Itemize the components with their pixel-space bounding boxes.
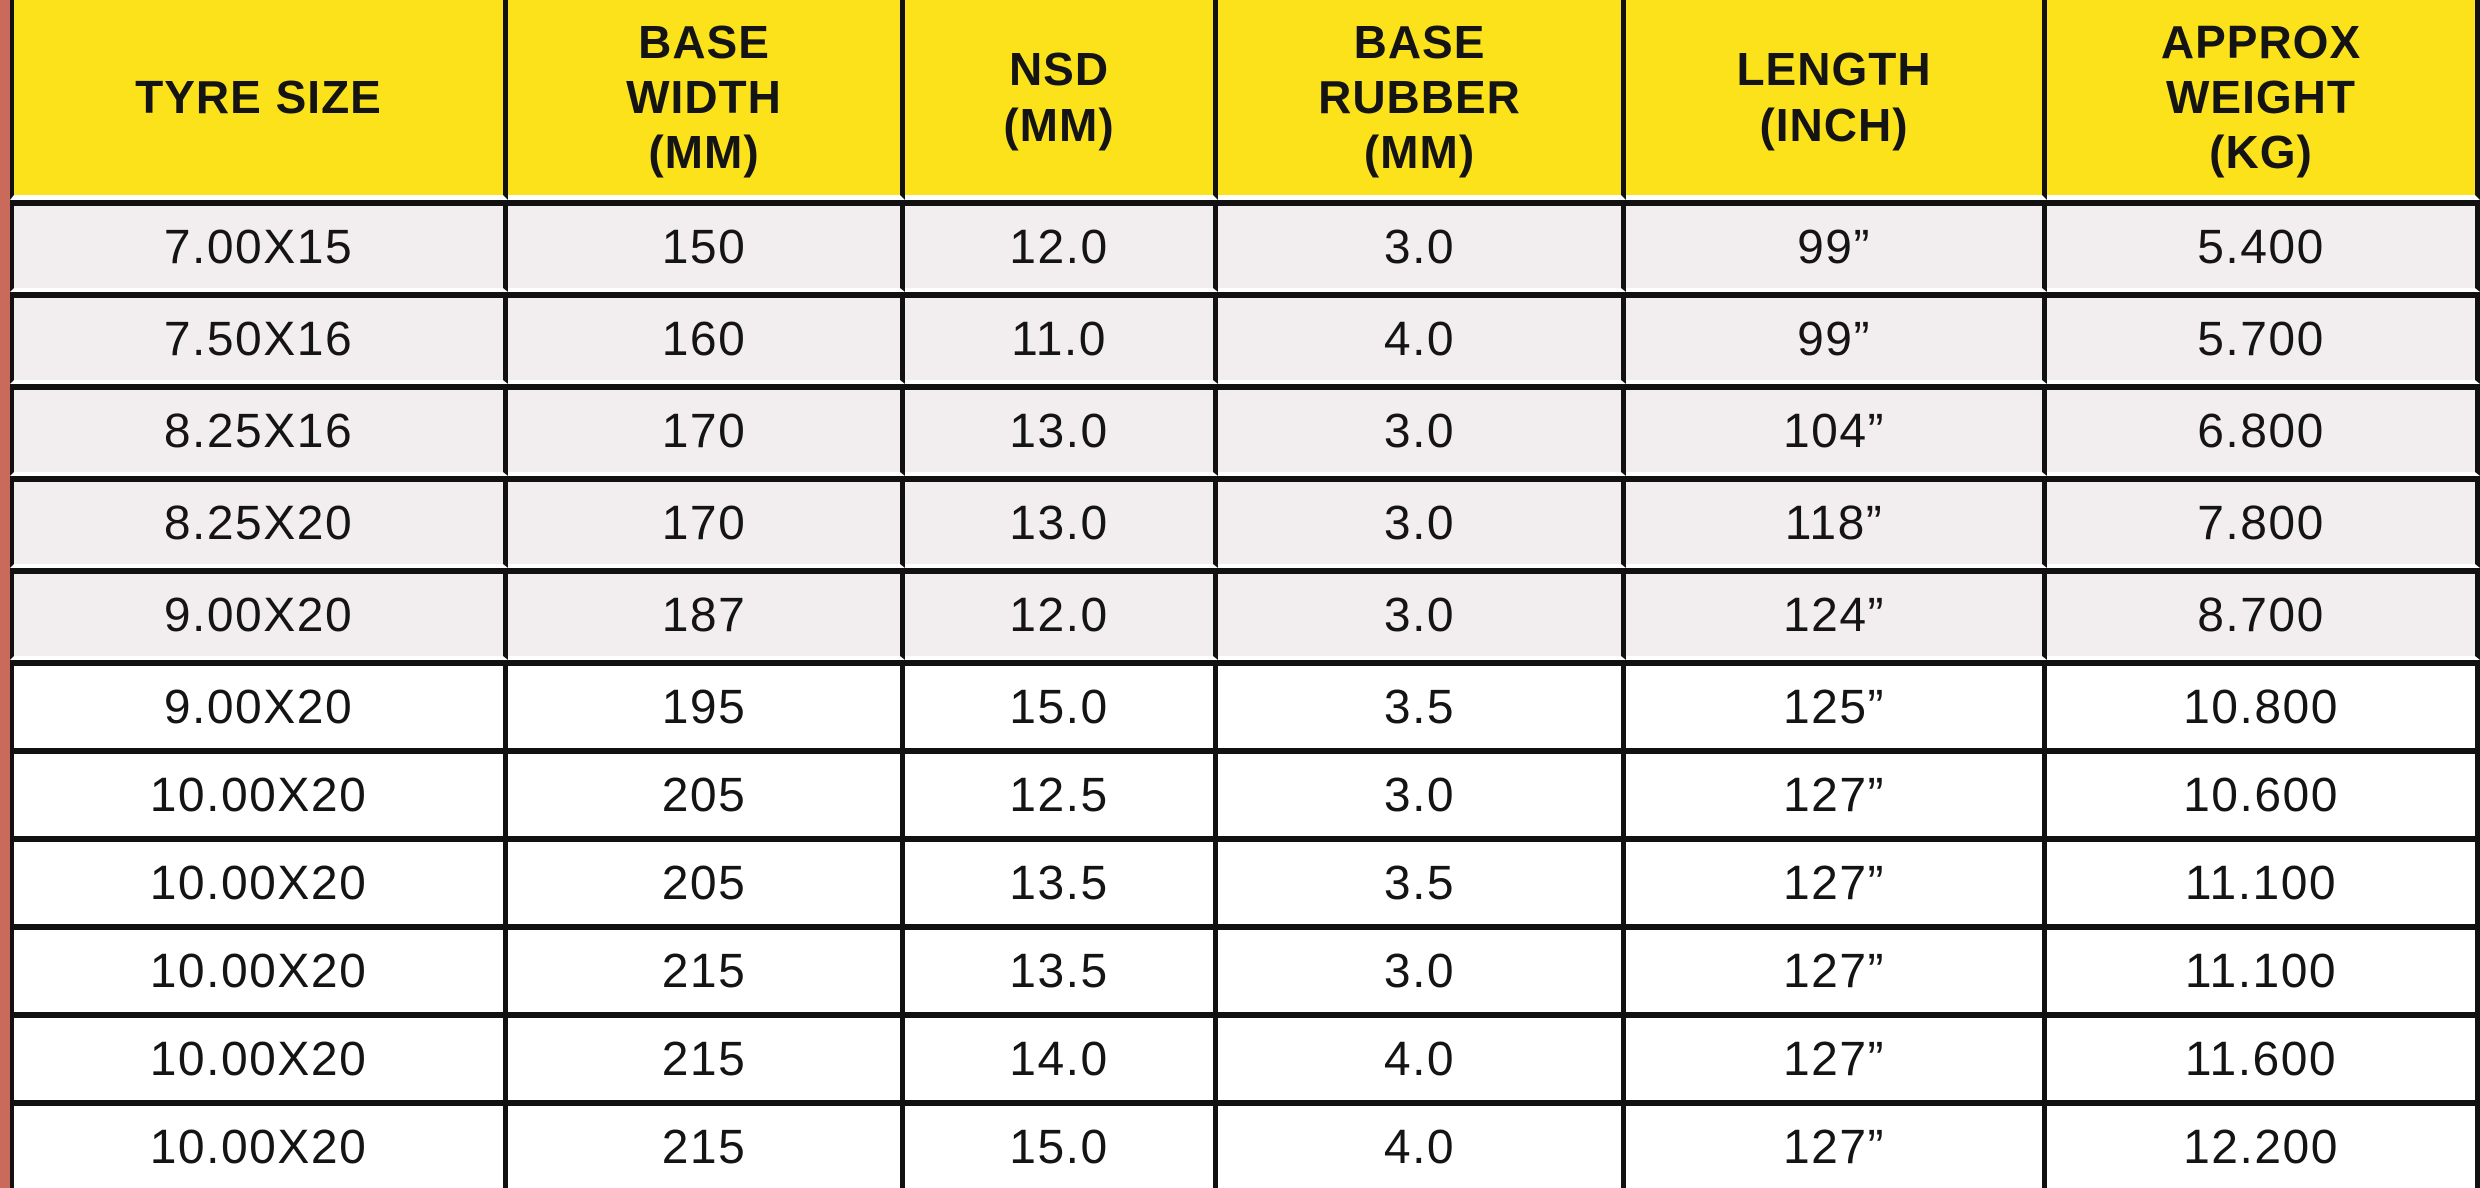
cell-approx-weight-kg: 6.800 bbox=[2047, 384, 2480, 476]
cell-length-inch: 127” bbox=[1626, 1100, 2047, 1188]
cell-approx-weight-kg: 5.700 bbox=[2047, 292, 2480, 384]
column-header-length: LENGTH (INCH) bbox=[1626, 0, 2047, 200]
cell-base-rubber-mm: 4.0 bbox=[1218, 1100, 1626, 1188]
header-row: TYRE SIZE BASE WIDTH (MM) NSD (MM) BASE … bbox=[10, 0, 2480, 200]
column-header-nsd: NSD (MM) bbox=[905, 0, 1218, 200]
cell-tyre-size: 10.00X20 bbox=[10, 836, 508, 924]
cell-base-width-mm: 205 bbox=[508, 748, 905, 836]
table-row: 10.00X20 215 15.0 4.0 127” 12.200 bbox=[10, 1100, 2480, 1188]
cell-nsd-mm: 15.0 bbox=[905, 1100, 1218, 1188]
cell-approx-weight-kg: 5.400 bbox=[2047, 200, 2480, 292]
cell-approx-weight-kg: 11.100 bbox=[2047, 924, 2480, 1012]
cell-tyre-size: 10.00X20 bbox=[10, 924, 508, 1012]
cell-base-width-mm: 215 bbox=[508, 1100, 905, 1188]
cell-tyre-size: 10.00X20 bbox=[10, 1100, 508, 1188]
cell-nsd-mm: 12.5 bbox=[905, 748, 1218, 836]
cell-length-inch: 124” bbox=[1626, 568, 2047, 660]
cell-base-rubber-mm: 4.0 bbox=[1218, 1012, 1626, 1100]
table-row: 10.00X20 215 13.5 3.0 127” 11.100 bbox=[10, 924, 2480, 1012]
cell-base-rubber-mm: 3.5 bbox=[1218, 660, 1626, 748]
column-header-approx-weight: APPROX WEIGHT (KG) bbox=[2047, 0, 2480, 200]
column-header-base-rubber: BASE RUBBER (MM) bbox=[1218, 0, 1626, 200]
cell-tyre-size: 9.00X20 bbox=[10, 660, 508, 748]
table-row: 8.25X16 170 13.0 3.0 104” 6.800 bbox=[10, 384, 2480, 476]
cell-nsd-mm: 12.0 bbox=[905, 568, 1218, 660]
cell-base-rubber-mm: 3.0 bbox=[1218, 200, 1626, 292]
cell-length-inch: 104” bbox=[1626, 384, 2047, 476]
table-row: 9.00X20 195 15.0 3.5 125” 10.800 bbox=[10, 660, 2480, 748]
cell-nsd-mm: 13.0 bbox=[905, 384, 1218, 476]
cell-base-width-mm: 150 bbox=[508, 200, 905, 292]
cell-base-width-mm: 205 bbox=[508, 836, 905, 924]
table-row: 10.00X20 205 12.5 3.0 127” 10.600 bbox=[10, 748, 2480, 836]
cell-approx-weight-kg: 10.600 bbox=[2047, 748, 2480, 836]
cell-base-rubber-mm: 4.0 bbox=[1218, 292, 1626, 384]
cell-base-rubber-mm: 3.0 bbox=[1218, 748, 1626, 836]
cell-nsd-mm: 12.0 bbox=[905, 200, 1218, 292]
tyre-spec-table: TYRE SIZE BASE WIDTH (MM) NSD (MM) BASE … bbox=[10, 0, 2480, 1188]
cell-base-width-mm: 170 bbox=[508, 476, 905, 568]
column-header-base-width: BASE WIDTH (MM) bbox=[508, 0, 905, 200]
column-header-tyre-size: TYRE SIZE bbox=[10, 0, 508, 200]
cell-length-inch: 127” bbox=[1626, 1012, 2047, 1100]
cell-tyre-size: 9.00X20 bbox=[10, 568, 508, 660]
cell-base-width-mm: 215 bbox=[508, 1012, 905, 1100]
cell-tyre-size: 7.00X15 bbox=[10, 200, 508, 292]
cell-base-rubber-mm: 3.0 bbox=[1218, 568, 1626, 660]
cell-base-width-mm: 195 bbox=[508, 660, 905, 748]
cell-tyre-size: 8.25X20 bbox=[10, 476, 508, 568]
table-row: 10.00X20 205 13.5 3.5 127” 11.100 bbox=[10, 836, 2480, 924]
cell-nsd-mm: 13.0 bbox=[905, 476, 1218, 568]
cell-tyre-size: 10.00X20 bbox=[10, 1012, 508, 1100]
table-row: 8.25X20 170 13.0 3.0 118” 7.800 bbox=[10, 476, 2480, 568]
cell-length-inch: 127” bbox=[1626, 836, 2047, 924]
cell-tyre-size: 7.50X16 bbox=[10, 292, 508, 384]
cell-approx-weight-kg: 11.100 bbox=[2047, 836, 2480, 924]
cell-approx-weight-kg: 7.800 bbox=[2047, 476, 2480, 568]
table-row: 7.00X15 150 12.0 3.0 99” 5.400 bbox=[10, 200, 2480, 292]
cell-approx-weight-kg: 11.600 bbox=[2047, 1012, 2480, 1100]
table-row: 9.00X20 187 12.0 3.0 124” 8.700 bbox=[10, 568, 2480, 660]
cell-base-rubber-mm: 3.0 bbox=[1218, 384, 1626, 476]
table-row: 10.00X20 215 14.0 4.0 127” 11.600 bbox=[10, 1012, 2480, 1100]
table-header: TYRE SIZE BASE WIDTH (MM) NSD (MM) BASE … bbox=[10, 0, 2480, 200]
cell-nsd-mm: 11.0 bbox=[905, 292, 1218, 384]
cell-approx-weight-kg: 10.800 bbox=[2047, 660, 2480, 748]
cell-length-inch: 99” bbox=[1626, 292, 2047, 384]
cell-base-width-mm: 187 bbox=[508, 568, 905, 660]
cell-tyre-size: 10.00X20 bbox=[10, 748, 508, 836]
table-row: 7.50X16 160 11.0 4.0 99” 5.700 bbox=[10, 292, 2480, 384]
cell-base-rubber-mm: 3.0 bbox=[1218, 924, 1626, 1012]
cell-length-inch: 99” bbox=[1626, 200, 2047, 292]
cell-base-rubber-mm: 3.0 bbox=[1218, 476, 1626, 568]
cell-base-rubber-mm: 3.5 bbox=[1218, 836, 1626, 924]
cell-length-inch: 118” bbox=[1626, 476, 2047, 568]
cell-length-inch: 127” bbox=[1626, 924, 2047, 1012]
cell-length-inch: 125” bbox=[1626, 660, 2047, 748]
cell-nsd-mm: 15.0 bbox=[905, 660, 1218, 748]
cell-base-width-mm: 160 bbox=[508, 292, 905, 384]
cell-base-width-mm: 170 bbox=[508, 384, 905, 476]
cell-tyre-size: 8.25X16 bbox=[10, 384, 508, 476]
cell-approx-weight-kg: 12.200 bbox=[2047, 1100, 2480, 1188]
cell-base-width-mm: 215 bbox=[508, 924, 905, 1012]
table-body: 7.00X15 150 12.0 3.0 99” 5.400 7.50X16 160 11.0 4… bbox=[10, 200, 2480, 1188]
cell-nsd-mm: 13.5 bbox=[905, 836, 1218, 924]
cell-length-inch: 127” bbox=[1626, 748, 2047, 836]
cell-approx-weight-kg: 8.700 bbox=[2047, 568, 2480, 660]
left-accent-stripe bbox=[0, 0, 10, 1188]
cell-nsd-mm: 14.0 bbox=[905, 1012, 1218, 1100]
cell-nsd-mm: 13.5 bbox=[905, 924, 1218, 1012]
